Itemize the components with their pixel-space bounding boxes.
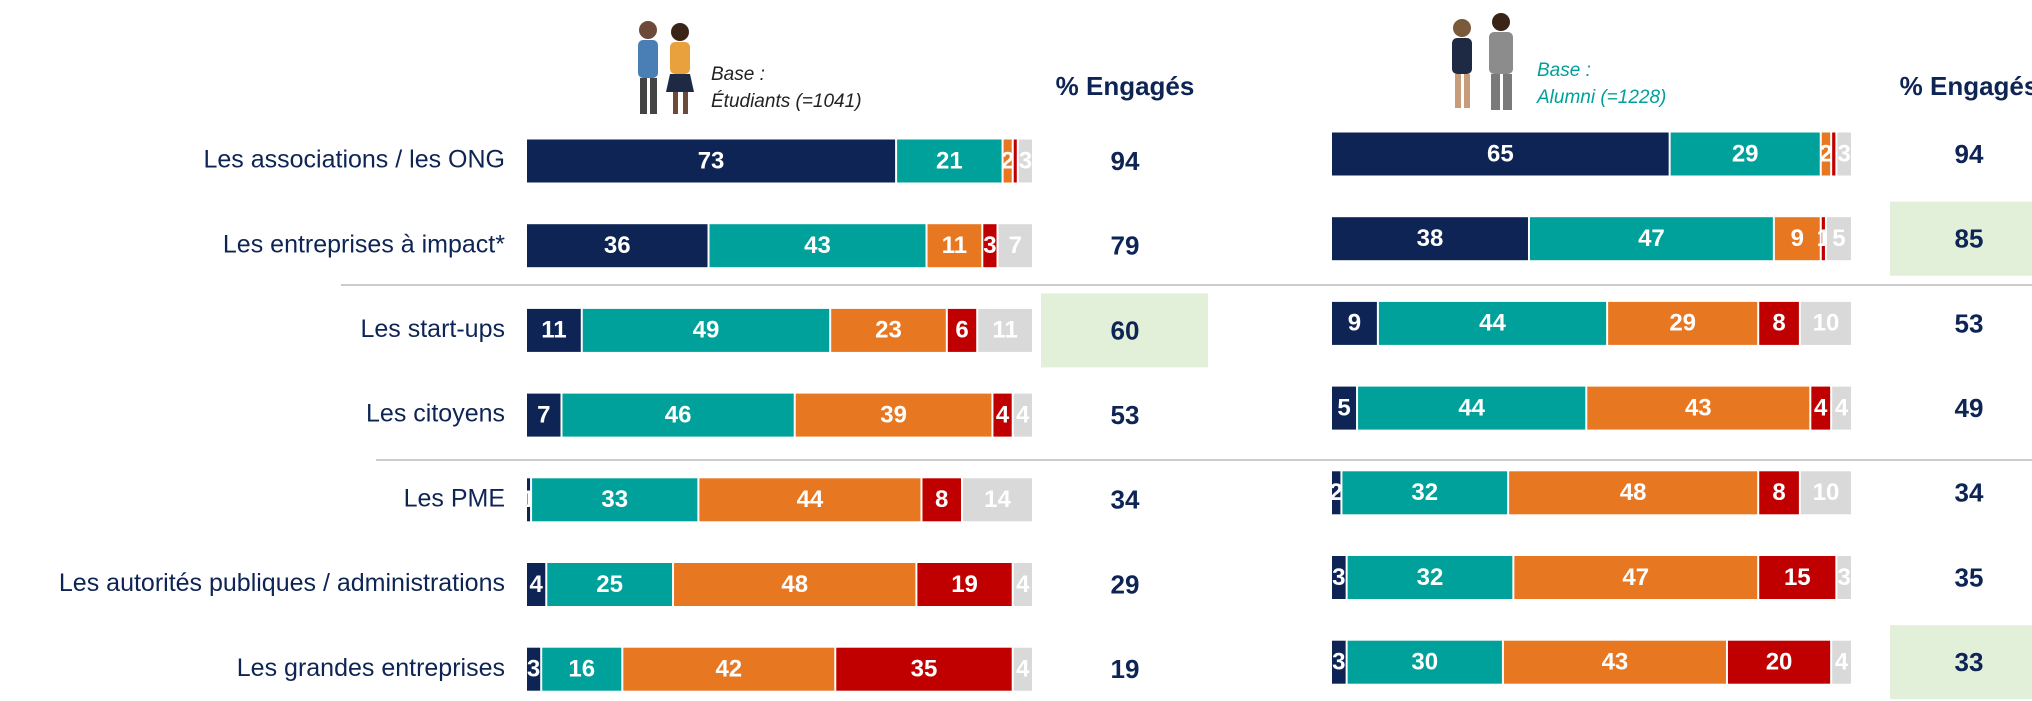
segment-label: 47 — [1622, 564, 1649, 591]
segment-label: 42 — [715, 656, 742, 683]
engaged-value: 53 — [1955, 308, 1984, 338]
segment-label: 3 — [1838, 564, 1851, 591]
segment-label: 11 — [942, 232, 967, 259]
engaged-value: 94 — [1955, 139, 1984, 169]
chart: Base : Étudiants (=1041) % Engagés Les asso… — [0, 0, 2032, 701]
segment-label: 48 — [1620, 479, 1647, 506]
segment-label: 30 — [1411, 649, 1438, 676]
segment-label: 21 — [936, 147, 963, 174]
segment-label: 4 — [1814, 394, 1828, 421]
segment-label: 3 — [1019, 147, 1032, 174]
bar-segment — [1832, 133, 1835, 176]
segment-label: 47 — [1638, 225, 1665, 252]
segment-label: 10 — [1813, 310, 1840, 337]
engaged-value: 53 — [1111, 400, 1140, 430]
segment-label: 48 — [781, 571, 808, 598]
segment-label: 20 — [1766, 649, 1793, 676]
segment-label: 4 — [1016, 656, 1030, 683]
segment-label: 16 — [568, 656, 595, 683]
segment-label: 8 — [935, 486, 948, 513]
segment-label: 19 — [951, 571, 978, 598]
engaged-value: 60 — [1111, 315, 1140, 345]
segment-label: 6 — [955, 317, 968, 344]
category-label: Les autorités publiques / administration… — [59, 569, 505, 597]
category-label: Les PME — [404, 484, 505, 512]
segment-label: 43 — [1602, 649, 1629, 676]
segment-label: 43 — [1685, 394, 1712, 421]
engaged-value: 35 — [1955, 562, 1984, 592]
segment-label: 5 — [1832, 225, 1845, 252]
segment-label: 2 — [1330, 479, 1343, 506]
alumni-icon — [1452, 13, 1513, 110]
engaged-value: 34 — [1111, 485, 1140, 515]
engaged-value: 94 — [1111, 146, 1140, 176]
base-label: Étudiants (=1041) — [711, 91, 862, 112]
segment-label: 39 — [880, 401, 907, 428]
segment-label: 11 — [541, 317, 566, 344]
segment-label: 8 — [1772, 479, 1785, 506]
segment-label: 36 — [604, 232, 631, 259]
segment-label: 3 — [1838, 140, 1851, 167]
segment-label: 11 — [992, 317, 1017, 344]
segment-label: 4 — [529, 571, 543, 598]
segment-label: 14 — [984, 486, 1011, 513]
segment-label: 73 — [698, 147, 725, 174]
segment-label: 49 — [693, 317, 720, 344]
students-icon — [638, 21, 694, 114]
segment-label: 23 — [875, 317, 902, 344]
segment-label: 38 — [1417, 225, 1444, 252]
segment-label: 44 — [797, 486, 824, 513]
base-label: Base : — [711, 64, 765, 85]
segment-label: 4 — [1835, 649, 1849, 676]
segment-label: 3 — [527, 656, 540, 683]
segment-label: 25 — [596, 571, 623, 598]
segment-label: 32 — [1417, 564, 1444, 591]
segment-label: 3 — [983, 232, 996, 259]
segment-label: 7 — [537, 401, 550, 428]
engaged-header: % Engagés — [1056, 71, 1195, 101]
bar-segment — [1014, 140, 1017, 183]
engaged-value: 79 — [1111, 231, 1140, 261]
segment-label: 32 — [1411, 479, 1438, 506]
segment-label: 2 — [1819, 140, 1832, 167]
segment-label: 4 — [1016, 571, 1030, 598]
engaged-value: 19 — [1111, 654, 1140, 684]
segment-label: 4 — [1016, 401, 1030, 428]
segment-label: 33 — [601, 486, 628, 513]
segment-label: 5 — [1337, 394, 1350, 421]
engaged-header: % Engagés — [1900, 71, 2032, 101]
segment-label: 9 — [1791, 225, 1804, 252]
segment-label: 8 — [1772, 310, 1785, 337]
category-label: Les associations / les ONG — [203, 146, 505, 174]
segment-label: 29 — [1669, 310, 1696, 337]
category-label: Les grandes entreprises — [237, 654, 505, 682]
segment-label: 3 — [1332, 649, 1345, 676]
engaged-value: 34 — [1955, 478, 1984, 508]
segment-label: 43 — [804, 232, 831, 259]
engaged-value: 85 — [1955, 224, 1984, 254]
engaged-value: 29 — [1111, 569, 1140, 599]
segment-label: 35 — [911, 656, 938, 683]
base-label: Base : — [1537, 60, 1591, 81]
base-label: Alumni (=1228) — [1536, 87, 1666, 108]
segment-label: 29 — [1732, 140, 1759, 167]
segment-label: 46 — [665, 401, 692, 428]
segment-label: 65 — [1487, 140, 1514, 167]
segment-label: 2 — [1001, 147, 1014, 174]
category-label: Les start-ups — [360, 315, 505, 343]
segment-label: 4 — [1835, 394, 1849, 421]
segment-label: 15 — [1784, 564, 1811, 591]
segment-label: 44 — [1458, 394, 1485, 421]
segment-label: 9 — [1348, 310, 1361, 337]
segment-label: 44 — [1479, 310, 1506, 337]
engaged-value: 49 — [1955, 393, 1984, 423]
category-label: Les entreprises à impact* — [223, 230, 505, 258]
engaged-value: 33 — [1955, 647, 1984, 677]
segment-label: 4 — [996, 401, 1010, 428]
segment-label: 3 — [1332, 564, 1345, 591]
segment-label: 7 — [1009, 232, 1022, 259]
category-label: Les citoyens — [366, 400, 505, 428]
segment-label: 10 — [1813, 479, 1840, 506]
